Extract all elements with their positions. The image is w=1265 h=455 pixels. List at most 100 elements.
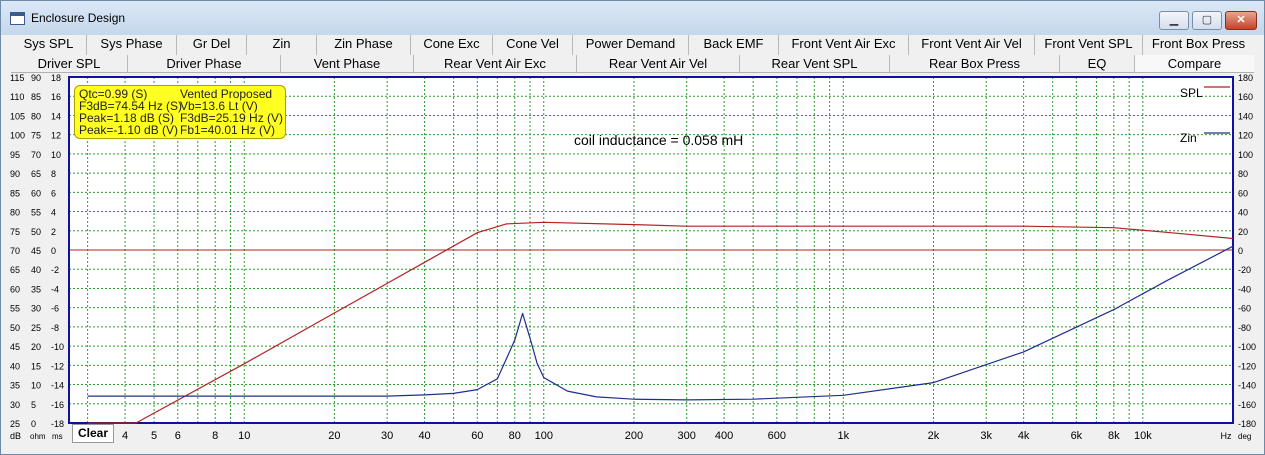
y-tick-label-deg: 20 xyxy=(1238,227,1248,237)
clear-button[interactable]: Clear xyxy=(72,424,114,443)
y-tick-label-db: 55 xyxy=(10,304,20,314)
y-unit-ohm: ohm xyxy=(30,432,46,441)
y-tick-label-ms: -14 xyxy=(51,381,64,391)
tab-vent-phase[interactable]: Vent Phase xyxy=(281,55,414,73)
y-tick-label-db: 30 xyxy=(10,400,20,410)
tab-eq[interactable]: EQ xyxy=(1060,55,1135,73)
x-tick-label: 40 xyxy=(418,430,430,442)
x-tick-label: 4 xyxy=(122,430,128,442)
y-tick-label-ms: 6 xyxy=(51,188,56,198)
tab-driver-phase[interactable]: Driver Phase xyxy=(128,55,281,73)
tab-front-vent-spl[interactable]: Front Vent SPL xyxy=(1035,35,1143,55)
y-tick-label-ohm: 90 xyxy=(31,73,41,83)
tab-power-demand[interactable]: Power Demand xyxy=(573,35,689,55)
info-f3db-v: F3dB=25.19 Hz (V) xyxy=(180,111,284,125)
y-tick-label-ohm: 85 xyxy=(31,92,41,102)
y-tick-label-deg: 180 xyxy=(1238,73,1253,83)
legend-label-spl: SPL xyxy=(1180,86,1203,100)
y-tick-label-ms: -8 xyxy=(51,323,59,333)
tab-rear-vent-air-vel[interactable]: Rear Vent Air Vel xyxy=(577,55,740,73)
tab-rear-box-press[interactable]: Rear Box Press xyxy=(890,55,1060,73)
x-tick-label: 4k xyxy=(1018,430,1030,442)
y-tick-label-ms: 10 xyxy=(51,150,61,160)
x-tick-label: 8 xyxy=(212,430,218,442)
y-tick-label-db: 95 xyxy=(10,150,20,160)
y-tick-label-deg: -20 xyxy=(1238,265,1251,275)
y-tick-label-ms: -4 xyxy=(51,284,59,294)
y-tick-label-ohm: 80 xyxy=(31,111,41,121)
x-tick-label: 30 xyxy=(381,430,393,442)
y-tick-label-ms: 0 xyxy=(51,246,56,256)
y-tick-label-ms: 16 xyxy=(51,92,61,102)
series-line-spl xyxy=(87,221,1234,424)
y-tick-label-db: 60 xyxy=(10,284,20,294)
app-window-icon xyxy=(10,12,25,25)
close-button[interactable]: ✕ xyxy=(1225,11,1257,30)
y-tick-label-ohm: 70 xyxy=(31,150,41,160)
y-tick-label-db: 25 xyxy=(10,419,20,429)
tab-back-emf[interactable]: Back EMF xyxy=(689,35,779,55)
x-tick-label: 6 xyxy=(175,430,181,442)
tab-gr-del[interactable]: Gr Del xyxy=(177,35,247,55)
tab-zin[interactable]: Zin xyxy=(247,35,317,55)
y-tick-label-db: 80 xyxy=(10,208,20,218)
y-tick-label-ohm: 0 xyxy=(31,419,36,429)
y-tick-label-db: 90 xyxy=(10,169,20,179)
y-tick-label-db: 35 xyxy=(10,381,20,391)
y-tick-label-ms: -2 xyxy=(51,265,59,275)
y-tick-label-ms: 12 xyxy=(51,131,61,141)
tab-rear-vent-air-exc[interactable]: Rear Vent Air Exc xyxy=(414,55,577,73)
y-tick-label-ms: 2 xyxy=(51,227,56,237)
y-tick-label-deg: 100 xyxy=(1238,150,1253,160)
minimize-button[interactable]: ▁ xyxy=(1159,11,1189,30)
tab-compare[interactable]: Compare xyxy=(1135,55,1254,73)
y-tick-label-ms: -12 xyxy=(51,361,64,371)
x-tick-label: 200 xyxy=(625,430,643,442)
y-tick-label-ohm: 45 xyxy=(31,246,41,256)
y-tick-label-db: 40 xyxy=(10,361,20,371)
y-tick-label-ms: 18 xyxy=(51,73,61,83)
y-tick-label-ohm: 15 xyxy=(31,361,41,371)
y-tick-label-deg: 140 xyxy=(1238,111,1253,121)
tab-driver-spl[interactable]: Driver SPL xyxy=(11,55,128,73)
y-tick-label-db: 75 xyxy=(10,227,20,237)
x-tick-label: 2k xyxy=(928,430,940,442)
tab-sys-phase[interactable]: Sys Phase xyxy=(87,35,177,55)
series-line-zin xyxy=(87,245,1234,401)
tab-zin-phase[interactable]: Zin Phase xyxy=(317,35,411,55)
tab-front-box-press[interactable]: Front Box Press xyxy=(1151,36,1246,51)
y-tick-label-ohm: 75 xyxy=(31,131,41,141)
y-unit-deg: deg xyxy=(1238,432,1251,441)
y-tick-label-ohm: 5 xyxy=(31,400,36,410)
y-tick-label-db: 70 xyxy=(10,246,20,256)
y-tick-label-deg: -100 xyxy=(1238,342,1256,352)
y-tick-label-db: 85 xyxy=(10,188,20,198)
tab-front-vent-air-exc[interactable]: Front Vent Air Exc xyxy=(779,35,909,55)
y-tick-label-deg: -80 xyxy=(1238,323,1251,333)
y-tick-label-deg: -60 xyxy=(1238,304,1251,314)
y-tick-label-ohm: 10 xyxy=(31,381,41,391)
maximize-button[interactable]: ▢ xyxy=(1192,11,1222,30)
y-tick-label-ohm: 20 xyxy=(31,342,41,352)
tab-cone-vel[interactable]: Cone Vel xyxy=(493,35,573,55)
tab-front-vent-air-vel[interactable]: Front Vent Air Vel xyxy=(909,35,1035,55)
y-tick-label-db: 115 xyxy=(10,73,24,83)
info-f3db-s: F3dB=74.54 Hz (S) xyxy=(79,99,183,113)
y-unit-db: dB xyxy=(10,431,21,441)
info-model: Vented Proposed xyxy=(180,87,273,101)
y-tick-label-ms: 8 xyxy=(51,169,56,179)
y-unit-ms: ms xyxy=(52,432,63,441)
x-tick-label: 400 xyxy=(715,430,733,442)
window-title: Enclosure Design xyxy=(31,11,126,25)
x-tick-label: 10k xyxy=(1134,430,1152,442)
y-tick-label-ohm: 50 xyxy=(31,227,41,237)
tab-sys-spl[interactable]: Sys SPL xyxy=(11,35,87,55)
tab-cone-exc[interactable]: Cone Exc xyxy=(411,35,493,55)
x-tick-label: 100 xyxy=(535,430,553,442)
tab-row-bottom: Driver SPL Driver Phase Vent Phase Rear … xyxy=(11,55,1254,73)
y-tick-label-ms: 4 xyxy=(51,208,56,218)
y-tick-label-db: 110 xyxy=(10,92,24,102)
y-tick-label-deg: -140 xyxy=(1238,381,1256,391)
tab-rear-vent-spl[interactable]: Rear Vent SPL xyxy=(740,55,890,73)
y-tick-label-ohm: 35 xyxy=(31,284,41,294)
